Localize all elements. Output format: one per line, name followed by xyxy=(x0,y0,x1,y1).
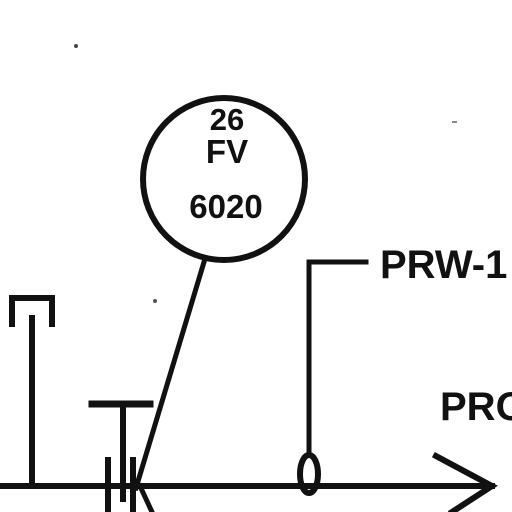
offpage-label: PRO xyxy=(440,385,512,429)
control-valve xyxy=(88,400,155,512)
sample-point xyxy=(297,259,369,496)
bubble-function-code: FV xyxy=(206,133,248,170)
bubble-tag-prefix: 26 xyxy=(210,102,244,137)
instrument-bubble xyxy=(140,95,308,263)
scan-specks xyxy=(74,44,457,303)
bubble-loop-number: 6020 xyxy=(189,188,262,225)
instrument-leader-line xyxy=(132,258,208,492)
line-tag-label: PRW-1 xyxy=(380,243,507,287)
flow-arrowhead xyxy=(431,451,498,512)
vent-branch xyxy=(9,295,55,489)
